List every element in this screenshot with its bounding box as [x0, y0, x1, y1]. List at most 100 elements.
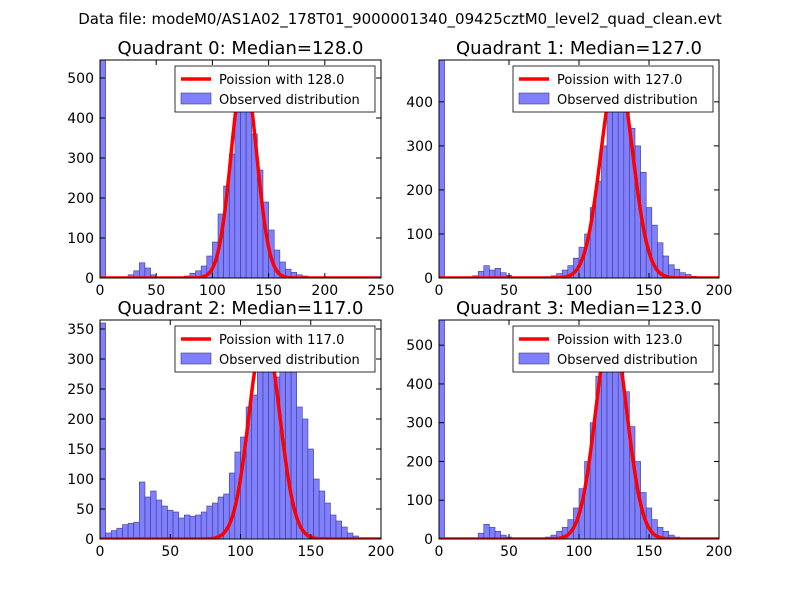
x-tick-label: 150 — [255, 283, 282, 299]
histogram-bar — [318, 490, 326, 539]
x-tick-label: 100 — [199, 283, 226, 299]
histogram-bar — [245, 101, 253, 278]
x-tick-label: 150 — [636, 283, 663, 299]
histogram-bar — [439, 60, 445, 278]
legend-bars-swatch — [518, 92, 550, 105]
quadrant-3-panel: Quadrant 3: Median=123.0 0 50 100 150 200 0 100… — [406, 298, 732, 560]
histogram-bar — [268, 358, 275, 539]
histogram-bar — [234, 109, 241, 278]
y-tick-label: 500 — [67, 71, 94, 87]
y-tick-label: 150 — [67, 442, 94, 458]
histogram-bar — [341, 526, 348, 539]
histogram-bar — [178, 517, 185, 539]
histogram-bar — [139, 481, 146, 539]
x-tick-label: 0 — [435, 544, 444, 560]
x-tick-label: 50 — [500, 544, 518, 560]
histogram-bar — [439, 320, 445, 539]
histogram-bar — [240, 85, 247, 278]
quadrant-3-title: Quadrant 3: Median=123.0 — [456, 298, 702, 319]
histogram-bar — [483, 265, 490, 278]
y-tick-label: 300 — [406, 416, 433, 432]
histogram-bar — [257, 346, 264, 539]
histogram-bar — [251, 394, 258, 539]
legend-bars-label: Observed distribution — [219, 93, 360, 108]
legend-box — [512, 65, 714, 113]
y-tick-label: 400 — [406, 377, 433, 393]
x-tick-label: 150 — [636, 544, 663, 560]
histogram-bar — [144, 267, 151, 278]
histogram-bar — [200, 511, 208, 539]
y-tick-label: 100 — [406, 493, 433, 509]
quadrant-3-legend: Poission with 123.0 Observed distribution — [512, 325, 714, 373]
x-tick-label: 100 — [566, 283, 593, 299]
y-tick-label: 0 — [85, 271, 94, 287]
histogram-bar — [285, 358, 292, 539]
legend-curve-label: Poission with 127.0 — [557, 73, 682, 88]
legend-bars-swatch — [180, 92, 212, 105]
x-tick-label: 100 — [227, 544, 254, 560]
y-tick-label: 200 — [67, 412, 94, 428]
histogram-bar — [155, 499, 163, 539]
y-tick-label: 300 — [406, 139, 433, 155]
y-tick-label: 300 — [67, 352, 94, 368]
histogram-bar — [133, 521, 140, 539]
histogram-bar — [324, 502, 331, 539]
quadrant-0-panel: Quadrant 0: Median=128.0 0 50 100 150 200 250 0… — [67, 38, 394, 299]
x-tick-label: 100 — [566, 544, 593, 560]
histogram-bar — [189, 515, 196, 539]
quadrant-2-title: Quadrant 2: Median=117.0 — [118, 298, 364, 319]
x-tick-label: 200 — [311, 283, 338, 299]
y-tick-label: 200 — [406, 454, 433, 470]
x-tick-label: 250 — [368, 283, 395, 299]
y-tick-label: 350 — [67, 322, 94, 338]
legend-bars-label: Observed distribution — [557, 93, 698, 108]
histogram-bar — [127, 523, 135, 539]
legend-curve-label: Poission with 117.0 — [219, 333, 344, 348]
y-tick-label: 0 — [424, 271, 433, 287]
y-tick-label: 200 — [67, 191, 94, 207]
quadrant-2-plot-area — [100, 322, 381, 539]
histogram-bar — [172, 511, 179, 539]
x-tick-label: 200 — [706, 544, 733, 560]
histogram-bar — [212, 502, 219, 539]
poisson-curve — [100, 329, 381, 539]
histogram-bar — [195, 514, 202, 539]
y-tick-label: 0 — [424, 532, 433, 548]
x-tick-label: 50 — [147, 283, 165, 299]
x-tick-label: 0 — [96, 283, 105, 299]
histogram-bar — [100, 60, 106, 278]
legend-curve-label: Poission with 128.0 — [219, 73, 344, 88]
histogram-bar — [100, 322, 106, 539]
histogram-bar — [139, 262, 146, 278]
histogram-bar — [144, 496, 151, 539]
figure-suptitle: Data file: modeM0/AS1A02_178T01_90000013… — [78, 10, 722, 29]
histogram-bar — [302, 418, 309, 539]
legend-box — [174, 325, 376, 373]
y-tick-label: 200 — [406, 183, 433, 199]
histogram-bar — [606, 110, 613, 278]
x-tick-label: 50 — [161, 544, 179, 560]
histogram-bar — [601, 360, 608, 539]
x-tick-label: 50 — [500, 283, 518, 299]
y-tick-label: 250 — [67, 382, 94, 398]
histogram-bar — [122, 524, 129, 539]
quadrant-1-panel: Quadrant 1: Median=127.0 0 50 100 150 200 0 100… — [406, 38, 732, 299]
legend-bars-label: Observed distribution — [557, 353, 698, 368]
y-tick-label: 50 — [76, 502, 94, 518]
quadrant-0-title: Quadrant 0: Median=128.0 — [118, 38, 364, 59]
x-tick-label: 150 — [297, 544, 324, 560]
y-tick-label: 300 — [67, 151, 94, 167]
y-tick-label: 100 — [67, 472, 94, 488]
x-tick-label: 200 — [368, 544, 395, 560]
histogram-bar — [606, 344, 613, 539]
y-tick-label: 100 — [67, 231, 94, 247]
histogram-bar — [206, 505, 213, 539]
histogram-bar — [330, 514, 337, 539]
legend-box — [174, 65, 376, 113]
quadrant-2-legend: Poission with 117.0 Observed distribution — [174, 325, 376, 373]
x-tick-label: 0 — [96, 544, 105, 560]
quadrant-0-legend: Poission with 128.0 Observed distribution — [174, 65, 376, 113]
legend-bars-swatch — [180, 352, 212, 365]
histogram-bar — [313, 478, 320, 539]
